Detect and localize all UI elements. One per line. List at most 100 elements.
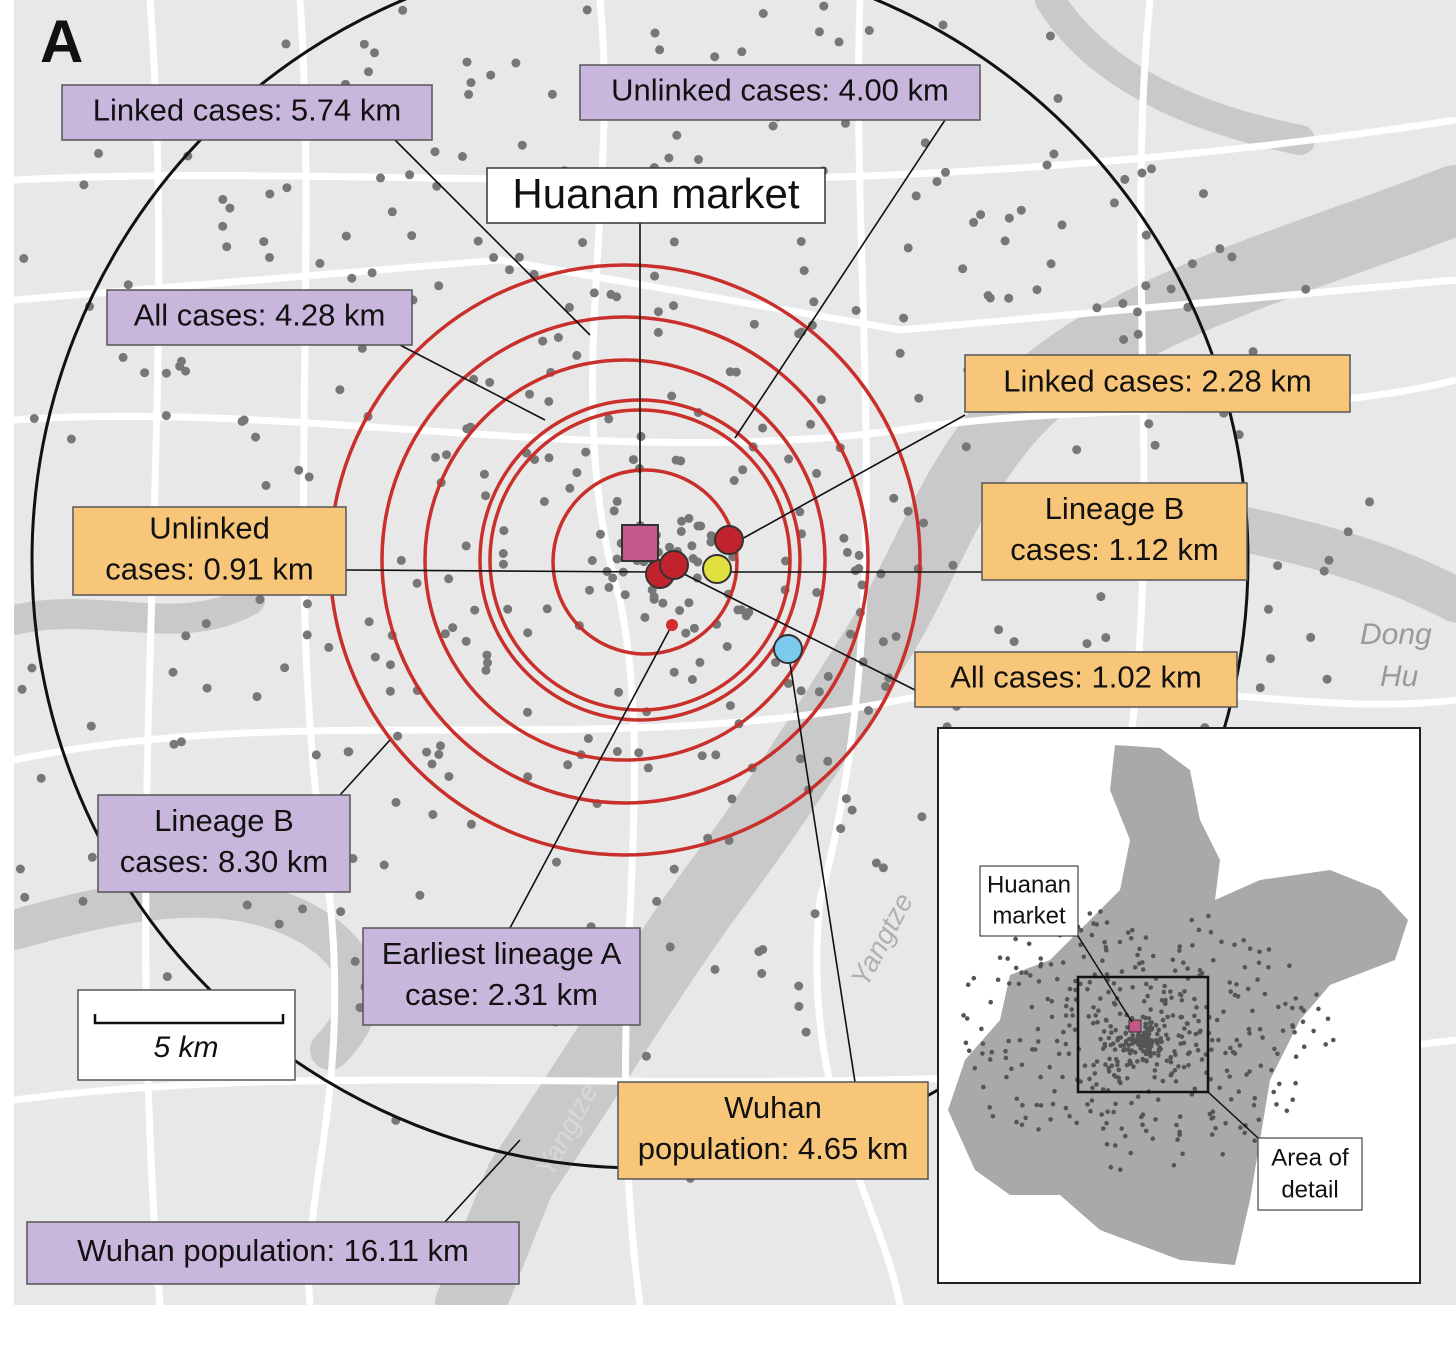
inset-dot <box>1090 1085 1095 1091</box>
case-dot <box>161 368 171 378</box>
case-dot <box>161 411 171 421</box>
case-dot <box>405 170 415 180</box>
label-text: population: 4.65 km <box>638 1131 909 1166</box>
inset-dot <box>1242 965 1248 970</box>
case-dot <box>757 969 767 978</box>
inset-dot <box>1102 939 1107 945</box>
case-dot <box>795 507 805 517</box>
case-dot <box>29 414 39 423</box>
label-text: cases: 1.12 km <box>1010 532 1218 567</box>
label-text: All cases: 4.28 km <box>134 298 386 333</box>
case-dot <box>302 630 312 640</box>
case-dot <box>911 191 921 201</box>
case-dot <box>432 181 442 191</box>
case-dot <box>1248 347 1258 357</box>
case-dot <box>1009 637 1019 647</box>
inset-dot <box>1159 998 1165 1003</box>
case-dot <box>1133 307 1142 317</box>
case-dot <box>1150 440 1160 450</box>
case-dot <box>1322 674 1332 684</box>
case-dot <box>1053 93 1063 103</box>
case-dot <box>839 533 849 543</box>
inset-dot <box>1206 913 1211 919</box>
label-box <box>106 289 413 346</box>
case-dot <box>854 550 864 560</box>
inset-dot <box>1172 1049 1177 1054</box>
case-dot <box>1082 639 1092 649</box>
case-dot <box>941 167 950 177</box>
inset-dot <box>1091 921 1096 926</box>
inset-dot <box>1181 960 1186 965</box>
label-text: All cases: 1.02 km <box>950 660 1202 695</box>
case-dot <box>563 760 573 770</box>
case-dot <box>242 900 252 910</box>
inset-dot <box>1193 1042 1199 1048</box>
inset-dot <box>1099 1112 1104 1117</box>
inset-dot <box>1311 1028 1316 1034</box>
inset-dot <box>1256 1117 1262 1123</box>
inset-dot <box>1232 942 1237 948</box>
scale-bar <box>93 1014 285 1025</box>
case-dot <box>903 506 913 516</box>
inset-dot <box>1067 1113 1072 1119</box>
case-dot <box>511 58 521 68</box>
inset-dot <box>1111 981 1117 986</box>
case-dot <box>564 302 574 312</box>
case-dot <box>324 642 334 652</box>
inset-dot <box>1150 953 1156 959</box>
case-dot <box>841 794 851 804</box>
inset-dot <box>1143 1051 1149 1057</box>
case-dot <box>609 506 619 516</box>
inset-dot <box>1141 998 1147 1004</box>
case-dot <box>919 518 929 528</box>
case-dot <box>1057 220 1067 230</box>
inset-dot <box>1112 1002 1118 1007</box>
case-dot <box>396 555 406 565</box>
case-dot <box>544 453 554 463</box>
inset-dot <box>1111 1109 1116 1115</box>
inset-dot <box>1140 1056 1145 1062</box>
inset-dot <box>1106 1069 1112 1074</box>
inset-dot <box>1197 967 1203 973</box>
inset-dot <box>1168 1055 1173 1061</box>
inset-dot <box>965 982 971 987</box>
inset-dot <box>1252 1095 1258 1101</box>
case-dot <box>1133 329 1143 339</box>
inset-dot <box>1100 1046 1106 1052</box>
case-dot <box>86 721 96 731</box>
case-dot <box>727 794 737 804</box>
inset-dot <box>1019 970 1024 975</box>
case-dot <box>961 442 971 452</box>
inset-dot <box>1123 1030 1129 1036</box>
inset-dot <box>1118 1043 1123 1048</box>
inset-dot <box>1014 1119 1019 1125</box>
inset-dot <box>1054 1038 1060 1044</box>
inset-dot <box>1038 1103 1044 1108</box>
inset-dot <box>1087 1076 1092 1082</box>
case-dot <box>796 237 806 246</box>
label-text: Unlinked <box>149 511 270 546</box>
case-dot <box>140 368 150 378</box>
inset-dot <box>1194 1005 1199 1010</box>
case-dot <box>486 70 496 80</box>
inset-dot <box>1124 1062 1130 1068</box>
inset-dot <box>1087 911 1093 916</box>
inset-dot <box>1125 930 1131 935</box>
inset-dot <box>1227 980 1232 985</box>
case-dot <box>1118 299 1128 308</box>
case-dot <box>1092 303 1102 313</box>
case-dot <box>542 604 552 614</box>
case-dot <box>841 118 850 128</box>
case-dot <box>370 652 380 662</box>
case-dot <box>684 598 694 608</box>
case-dot <box>687 675 697 684</box>
inset-dot <box>1274 1102 1279 1107</box>
inset-dot <box>1293 1080 1298 1086</box>
case-dot <box>434 281 444 291</box>
case-dot <box>834 37 844 47</box>
inset-dot <box>1030 1047 1035 1052</box>
inset-dot <box>1168 989 1173 994</box>
inset-dot <box>1323 1042 1328 1047</box>
case-dot <box>359 39 369 49</box>
